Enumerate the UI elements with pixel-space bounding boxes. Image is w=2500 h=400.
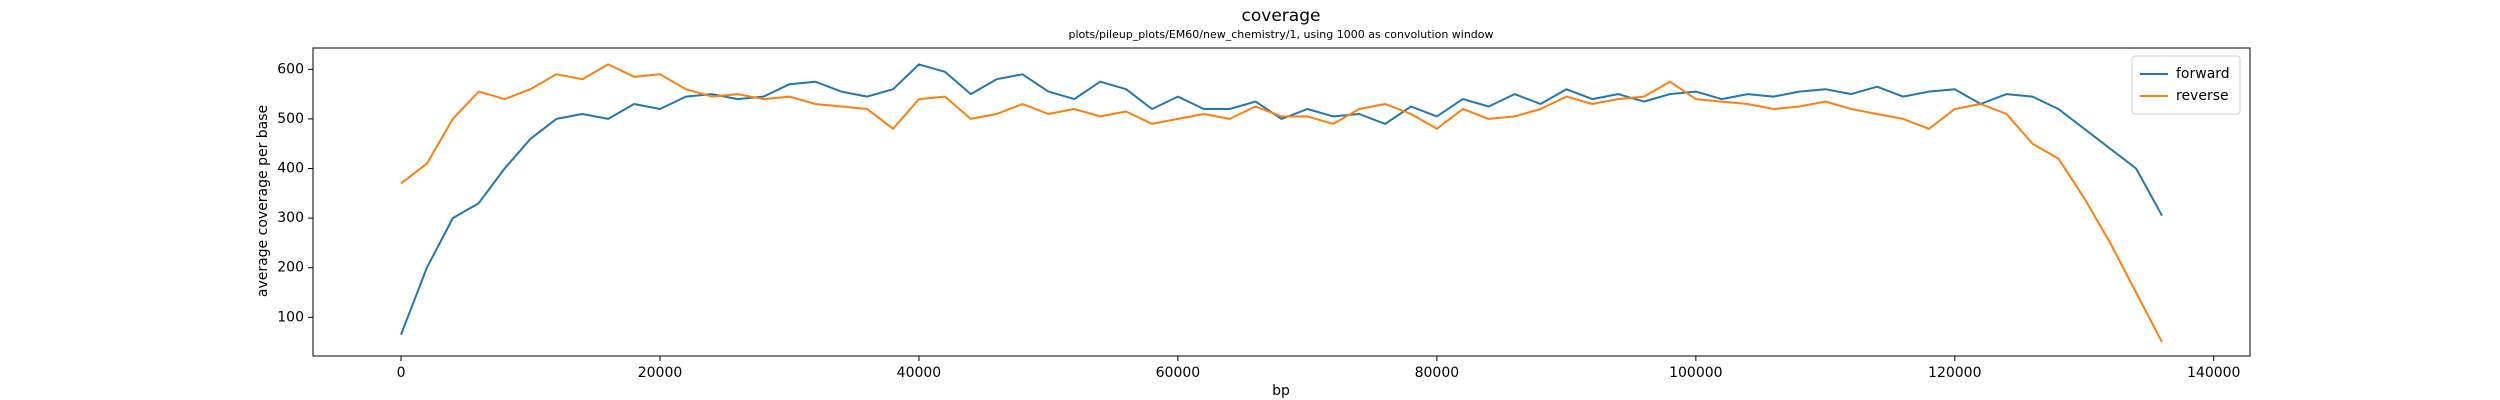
y-tick-label: 500	[277, 111, 304, 127]
x-tick-label: 20000	[638, 365, 683, 381]
x-tick-label: 120000	[1928, 365, 1981, 381]
y-tick-label: 400	[277, 161, 304, 177]
y-tick-label: 600	[277, 61, 304, 77]
legend-label: forward	[2176, 66, 2230, 82]
y-tick-label: 100	[277, 309, 304, 325]
data-line	[400, 63, 2163, 343]
plot-frame	[312, 47, 2251, 357]
x-tick-label: 40000	[897, 365, 942, 381]
y-tick-label: 200	[277, 260, 304, 276]
legend: forward reverse	[2131, 55, 2241, 115]
x-tick-label: 60000	[1156, 365, 1201, 381]
chart-subtitle: plots/pileup_plots/EM60/new_chemistry/1,…	[1068, 28, 1493, 41]
x-tick-label: 80000	[1415, 365, 1460, 381]
chart-title: coverage	[1242, 6, 1321, 26]
x-tick-label: 100000	[1669, 365, 1722, 381]
legend-box	[2131, 55, 2241, 115]
legend-label: reverse	[2176, 88, 2229, 104]
x-axis-label: bp	[1272, 383, 1290, 399]
x-tick-label: 140000	[2187, 365, 2240, 381]
y-axis-label: average coverage per base	[255, 105, 271, 297]
y-tick-label: 300	[277, 210, 304, 226]
x-tick-label: 0	[397, 365, 406, 381]
data-line	[400, 63, 2163, 336]
